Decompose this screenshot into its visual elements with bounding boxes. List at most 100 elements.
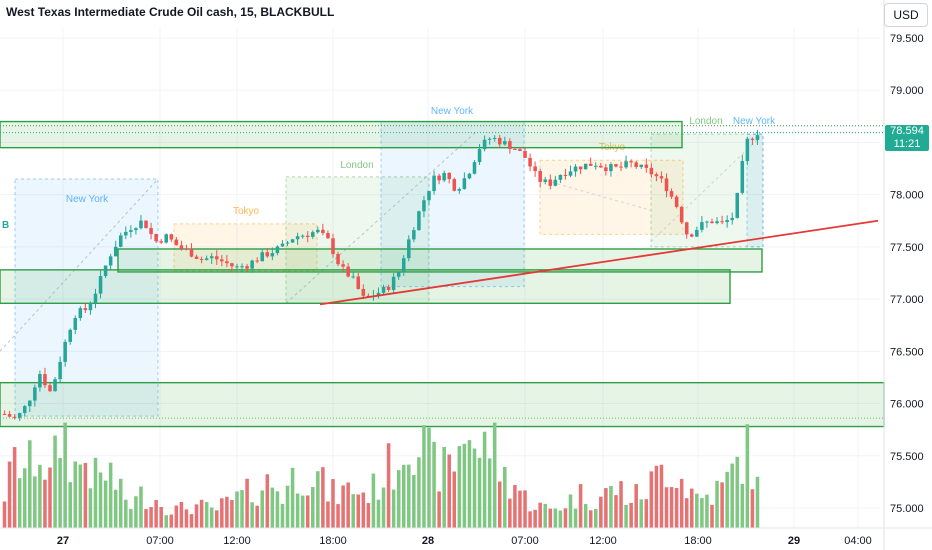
candle-body	[659, 176, 664, 179]
candle-body	[674, 196, 679, 207]
candle-body	[740, 161, 745, 193]
volume-bar	[558, 510, 563, 528]
volume-bar	[740, 483, 745, 528]
volume-bar	[290, 467, 295, 528]
candle-body	[285, 242, 290, 244]
candle-body	[442, 172, 446, 181]
volume-bar	[548, 508, 553, 528]
candle-body	[250, 260, 254, 269]
time-tick-label: 04:00	[844, 535, 872, 547]
volume-bar	[108, 462, 113, 528]
volume-bar	[588, 510, 593, 528]
volume-bar	[396, 470, 401, 528]
candle-body	[412, 230, 416, 240]
volume-bar	[7, 461, 12, 528]
currency-button[interactable]: USD	[884, 3, 928, 27]
volume-bar	[518, 490, 522, 528]
volume-bar	[220, 498, 224, 528]
candle-body	[492, 137, 497, 139]
volume-bar	[118, 478, 123, 528]
candle-body	[194, 256, 199, 259]
volume-bar	[174, 505, 179, 528]
volume-bar	[311, 487, 315, 528]
candle-body	[735, 192, 740, 218]
candle-body	[695, 229, 699, 237]
candle-body	[629, 161, 633, 163]
candle-body	[98, 276, 103, 294]
volume-bar	[472, 448, 477, 528]
volume-bar	[204, 501, 209, 528]
volume-bar	[609, 486, 613, 528]
volume-bar	[376, 499, 381, 528]
price-tick-label: 78.000	[890, 190, 924, 202]
volume-bar	[513, 485, 517, 528]
candle-body	[53, 379, 57, 392]
volume-bar	[634, 484, 638, 528]
candle-body	[174, 239, 179, 246]
candle-body	[225, 261, 229, 264]
volume-bar	[93, 457, 98, 528]
candle-body	[321, 229, 325, 234]
volume-bar	[437, 491, 441, 528]
price-tick-label: 75.000	[890, 503, 924, 515]
volume-bar	[664, 487, 669, 528]
guide-line	[285, 131, 477, 304]
candle-body	[518, 149, 522, 151]
volume-bar	[129, 509, 133, 528]
candle-body	[260, 252, 265, 262]
volume-bar	[270, 487, 275, 528]
candle-body	[553, 179, 558, 186]
volume-bar	[250, 502, 254, 528]
volume-bar	[103, 480, 108, 528]
candle-body	[639, 164, 644, 168]
volume-bar	[508, 498, 512, 528]
candle-body	[245, 266, 249, 269]
candle-body	[159, 241, 163, 243]
candle-body	[154, 234, 158, 242]
last-price-value: 78.594	[890, 125, 924, 137]
candle-body	[63, 341, 67, 362]
candle-body	[149, 228, 153, 235]
volume-bar	[98, 472, 103, 528]
candle-body	[305, 235, 310, 237]
candle-body	[437, 175, 441, 181]
volume-bar	[482, 431, 487, 528]
candle-body	[346, 266, 350, 277]
volume-bar	[68, 482, 72, 528]
volume-bar	[629, 502, 633, 528]
candle-body	[290, 239, 295, 243]
supply-demand-zone	[0, 120, 683, 149]
volume-bar	[300, 495, 305, 528]
candle-body	[482, 139, 487, 150]
volume-bar	[735, 456, 740, 528]
volume-bar	[275, 491, 280, 528]
volume-bar	[361, 492, 366, 528]
volume-bar	[159, 506, 163, 528]
volume-bar	[285, 485, 290, 528]
volume-bar	[230, 500, 234, 528]
candle-body	[381, 286, 386, 293]
candle-body	[573, 166, 578, 172]
volume-bar	[417, 457, 421, 528]
volume-bar	[695, 493, 699, 528]
volume-bar	[467, 440, 472, 528]
candle-body	[78, 308, 83, 318]
candle-body	[2, 414, 7, 415]
candle-body	[139, 220, 143, 229]
candle-body	[43, 374, 47, 386]
guide-line	[539, 178, 652, 211]
volume-bar	[184, 509, 189, 528]
volume-bar	[38, 464, 42, 528]
candle-body	[265, 252, 270, 257]
candle-body	[462, 178, 467, 190]
volume-bar	[179, 501, 184, 528]
volume-bar	[755, 476, 760, 528]
candle-body	[533, 166, 537, 172]
candle-body	[457, 189, 462, 191]
volume-bar	[543, 503, 548, 528]
candle-body	[654, 174, 659, 177]
candle-body	[725, 220, 729, 222]
candle-body	[7, 414, 12, 417]
candle-body	[432, 175, 436, 192]
